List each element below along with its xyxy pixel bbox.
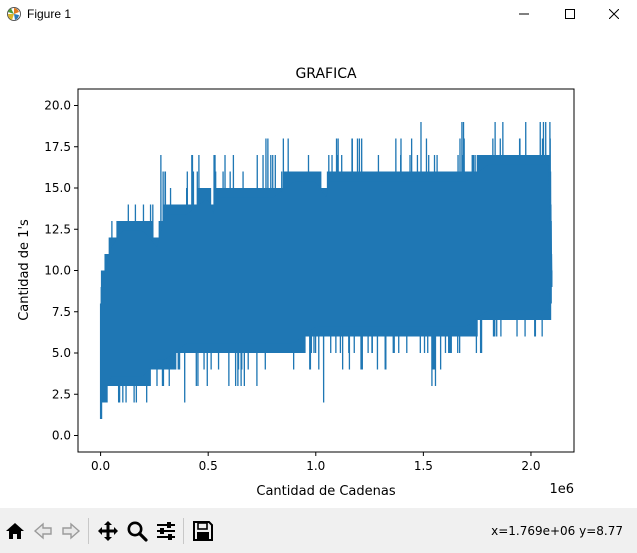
minimize-button[interactable]	[501, 0, 547, 28]
pan-icon	[98, 521, 118, 541]
y-tick-label: 12.5	[44, 222, 71, 236]
y-tick-label: 15.0	[44, 181, 71, 195]
pan-button[interactable]	[95, 518, 121, 544]
y-tick-label: 20.0	[44, 99, 71, 113]
home-button[interactable]	[2, 518, 28, 544]
y-tick-label: 2.5	[52, 387, 71, 401]
window-titlebar: Figure 1	[0, 0, 637, 28]
maximize-icon	[565, 9, 575, 19]
x-tick-label: 1.0	[306, 459, 325, 473]
y-tick-label: 7.5	[52, 305, 71, 319]
y-tick-label: 5.0	[52, 346, 71, 360]
toolbar-separator	[183, 518, 184, 544]
back-icon	[33, 522, 52, 540]
y-axis-label: Cantidad de 1's	[17, 219, 32, 321]
toolbar-separator	[88, 518, 89, 544]
y-tick-label: 0.0	[52, 429, 71, 443]
chart-title: GRAFICA	[295, 66, 357, 82]
ticks-layer: 0.0 0.5 1.0 1.5 2.0 0.0 2.5 5.0 7.5 10.0 12.5 15.0 1…	[44, 99, 540, 474]
save-button[interactable]	[190, 518, 216, 544]
series-core-band	[100, 164, 552, 410]
series-layer	[99, 121, 553, 420]
x-tick-label: 1.5	[414, 459, 433, 473]
save-icon	[193, 521, 213, 541]
zoom-icon	[127, 521, 148, 542]
x-axis-offset-text: 1e6	[549, 482, 574, 497]
y-tick-label: 10.0	[44, 264, 71, 278]
back-button[interactable]	[30, 518, 56, 544]
close-icon	[609, 9, 619, 19]
cursor-coordinates: x=1.769e+06 y=8.77	[491, 524, 623, 538]
x-tick-label: 2.0	[521, 459, 540, 473]
configure-subplots-button[interactable]	[153, 518, 179, 544]
zoom-button[interactable]	[124, 518, 150, 544]
x-tick-label: 0.0	[91, 459, 110, 473]
window-title: Figure 1	[27, 7, 72, 21]
forward-icon	[62, 522, 81, 540]
line-chart: GRAFICA 0.0 0.5 1.0 1.5 2.0 0.0 2.5 5.0 7.5 10.0 1…	[17, 66, 575, 499]
minimize-icon	[519, 13, 529, 15]
configure-subplots-icon	[157, 522, 175, 540]
figure-canvas[interactable]: GRAFICA 0.0 0.5 1.0 1.5 2.0 0.0 2.5 5.0 7.5 10.0 1…	[0, 28, 637, 508]
maximize-button[interactable]	[547, 0, 593, 28]
close-button[interactable]	[591, 0, 637, 28]
navigation-toolbar: x=1.769e+06 y=8.77	[0, 508, 637, 553]
x-tick-label: 0.5	[199, 459, 218, 473]
y-tick-label: 17.5	[44, 140, 71, 154]
matplotlib-logo-icon	[6, 6, 22, 22]
forward-button[interactable]	[58, 518, 84, 544]
home-icon	[6, 523, 24, 539]
x-axis-label: Cantidad de Cadenas	[256, 484, 395, 499]
